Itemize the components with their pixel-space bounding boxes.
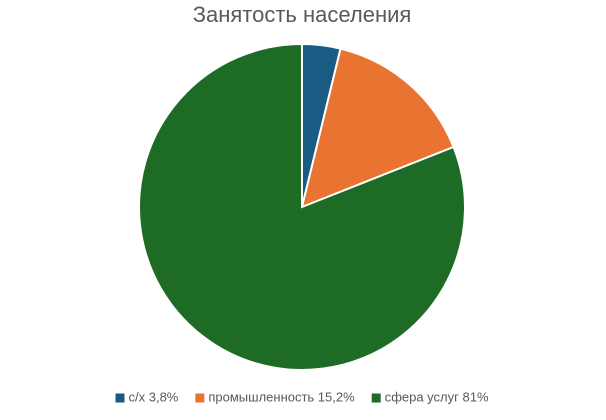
legend-swatch xyxy=(115,393,125,403)
chart-title: Занятость населения xyxy=(193,2,412,27)
pie-slice xyxy=(138,42,466,371)
legend-label: промышленность 15,2% xyxy=(208,389,355,404)
legend-swatch xyxy=(195,393,205,403)
pie-slice xyxy=(300,47,455,209)
legend-label: сфера услуг 81% xyxy=(385,389,489,404)
pie xyxy=(138,42,466,371)
legend-swatch xyxy=(371,393,381,403)
legend: с/х 3,8% промышленность 15,2% сфера услуг … xyxy=(115,389,489,404)
legend-label: с/х 3,8% xyxy=(129,389,179,404)
